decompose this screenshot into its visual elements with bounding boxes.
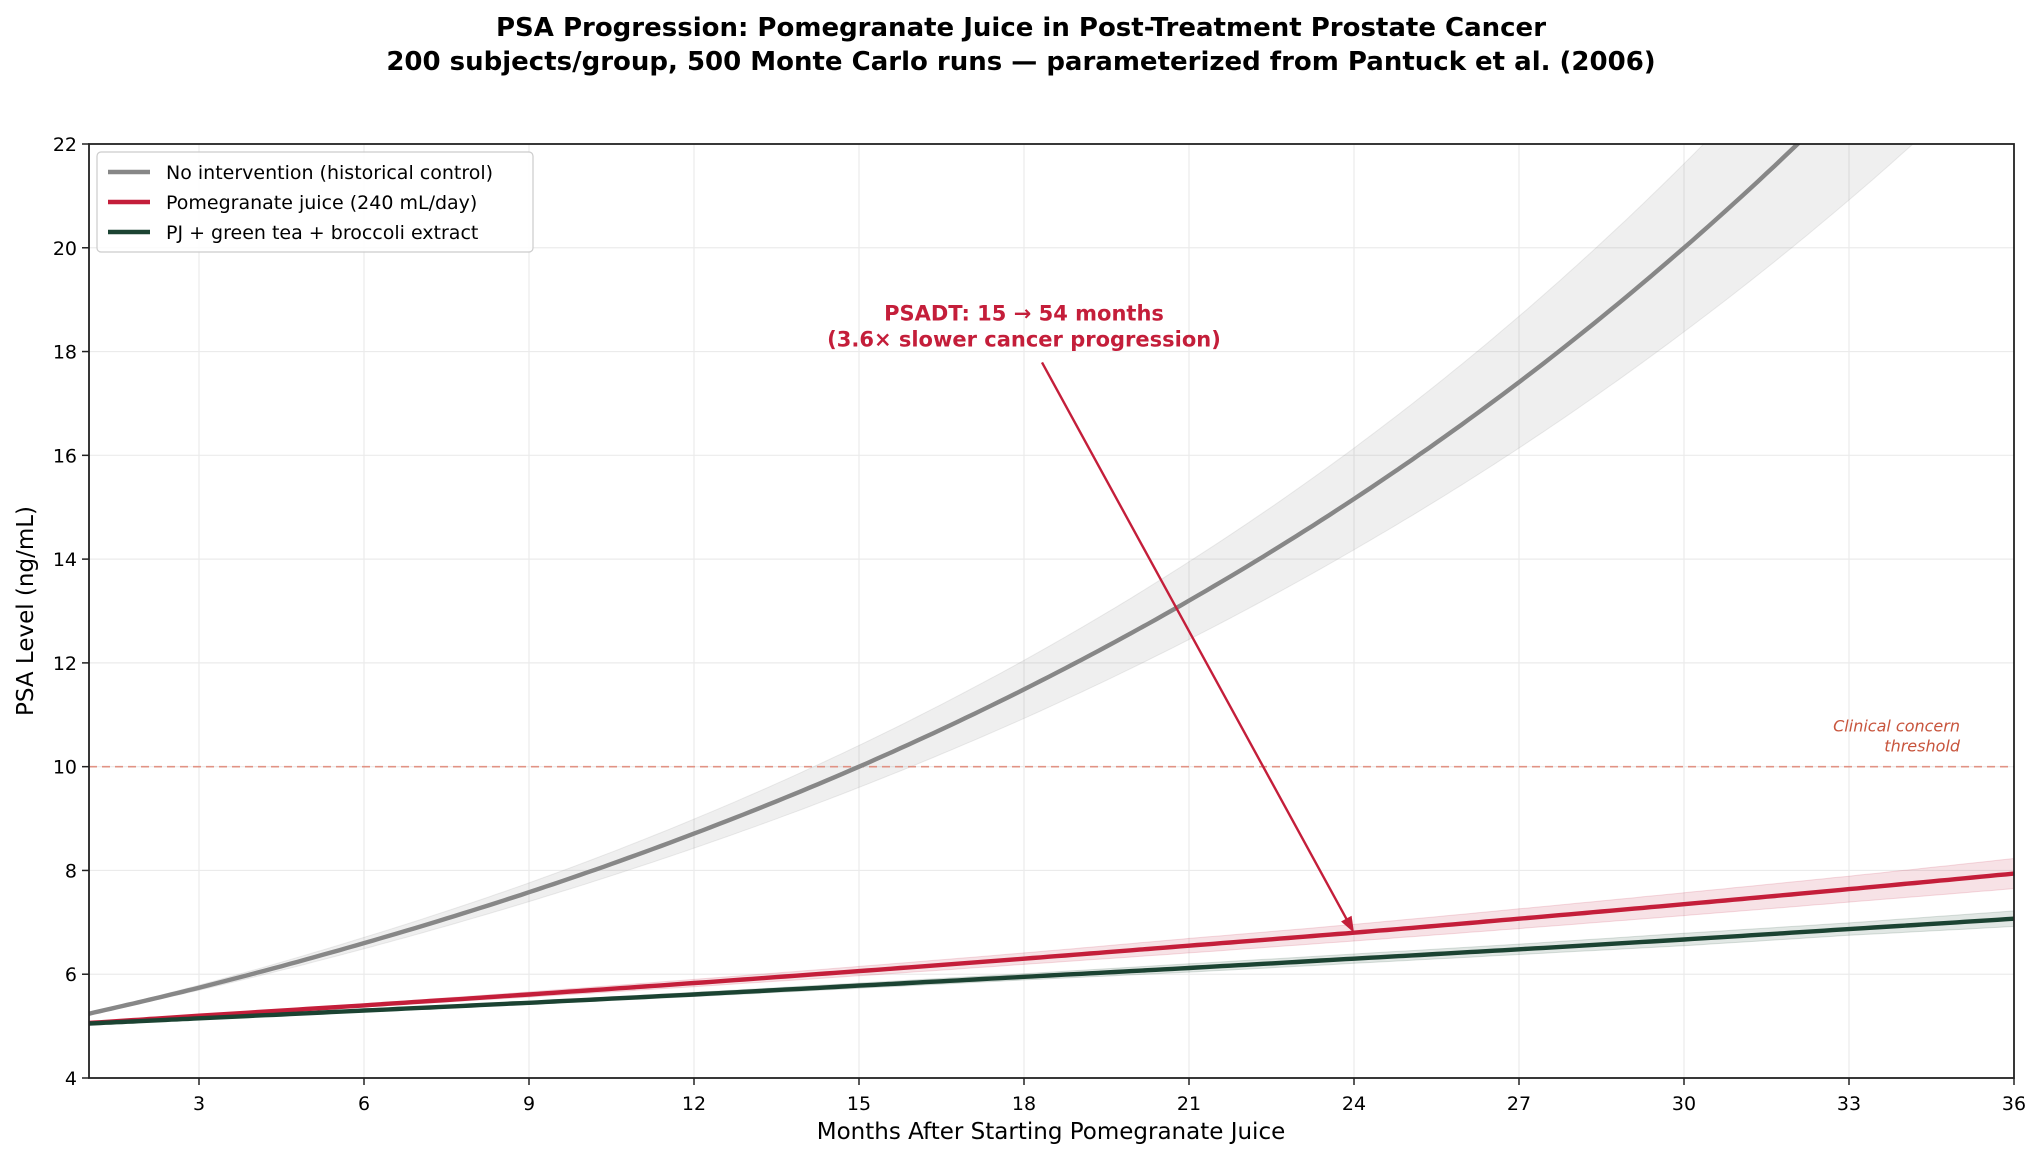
annotation-arrowhead bbox=[1341, 915, 1354, 933]
line-series-0 bbox=[89, 144, 1801, 1016]
band-series-0 bbox=[89, 144, 1914, 1015]
y-axis-label: PSA Level (ng/mL) bbox=[13, 506, 39, 716]
legend-label-2: PJ + green tea + broccoli extract bbox=[166, 222, 478, 244]
plot-frame bbox=[88, 143, 2015, 1079]
chart-subtitle: 200 subjects/group, 500 Monte Carlo runs… bbox=[386, 47, 1655, 77]
x-tick-label: 30 bbox=[1672, 1093, 1696, 1115]
y-tick-label: 20 bbox=[53, 238, 77, 260]
y-tick-label: 22 bbox=[53, 134, 77, 156]
x-tick-label: 21 bbox=[1177, 1093, 1201, 1115]
x-tick-label: 9 bbox=[523, 1093, 535, 1115]
legend-label-1: Pomegranate juice (240 mL/day) bbox=[166, 192, 477, 214]
x-tick-label: 12 bbox=[682, 1093, 706, 1115]
threshold-label-line1: Clinical concern bbox=[1833, 717, 1960, 736]
chart-title: PSA Progression: Pomegranate Juice in Po… bbox=[496, 13, 1546, 43]
x-tick-label: 3 bbox=[193, 1093, 205, 1115]
x-tick-label: 27 bbox=[1507, 1093, 1531, 1115]
annotation: PSADT: 15 → 54 months (3.6× slower cance… bbox=[827, 301, 1354, 933]
annotation-arrow bbox=[1040, 361, 1351, 925]
band-series-1 bbox=[89, 857, 2014, 1025]
legend: No intervention (historical control) Pome… bbox=[96, 151, 534, 253]
y-tick-label: 16 bbox=[53, 445, 77, 467]
y-tick-label: 12 bbox=[53, 653, 77, 675]
y-tick-label: 14 bbox=[53, 549, 77, 571]
x-tick-label: 18 bbox=[1012, 1093, 1036, 1115]
x-tick-label: 24 bbox=[1342, 1093, 1366, 1115]
y-tick-label: 18 bbox=[53, 342, 77, 364]
x-tick-label: 6 bbox=[358, 1093, 370, 1115]
annotation-line2: (3.6× slower cancer progression) bbox=[827, 327, 1221, 351]
x-tick-label: 33 bbox=[1837, 1093, 1861, 1115]
y-tick-label: 8 bbox=[65, 860, 77, 882]
line-series-1 bbox=[89, 871, 2014, 1026]
y-tick-label: 4 bbox=[65, 1068, 77, 1090]
x-axis-label: Months After Starting Pomegranate Juice bbox=[817, 1119, 1286, 1145]
line-series-2 bbox=[89, 916, 2014, 1026]
legend-label-0: No intervention (historical control) bbox=[166, 162, 493, 184]
y-tick-label: 10 bbox=[53, 757, 77, 779]
threshold-label-line2: threshold bbox=[1884, 737, 1961, 756]
x-tick-label: 15 bbox=[847, 1093, 871, 1115]
x-tick-label: 36 bbox=[2002, 1093, 2026, 1115]
annotation-line1: PSADT: 15 → 54 months bbox=[884, 301, 1164, 325]
y-tick-label: 6 bbox=[65, 964, 77, 986]
series-lines bbox=[89, 144, 2014, 1026]
